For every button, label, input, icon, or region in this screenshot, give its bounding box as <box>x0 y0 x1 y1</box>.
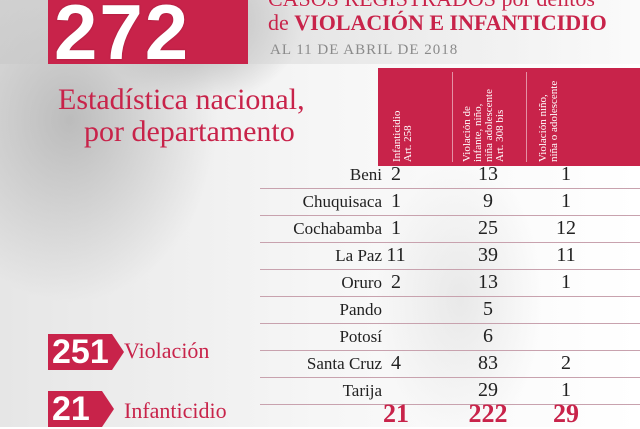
title-line-2-bold: VIOLACIÓN E INFANTICIDIO <box>294 10 607 35</box>
violacion-nna-value: 11 <box>556 244 576 266</box>
department-name: Beni <box>349 165 382 184</box>
subtitle-line-1: Estadística nacional, <box>58 83 305 116</box>
violacion-infante-value: 13 <box>478 163 498 185</box>
department-name: Pando <box>339 300 383 319</box>
column-header-violacion-infante: Violación de infante, niño, niña adolesc… <box>461 68 506 166</box>
violacion-infante-value: 29 <box>478 379 498 401</box>
violacion-label: Violación <box>124 338 210 363</box>
total-cases-number: 272 <box>54 0 191 64</box>
table-row: Tarija 29 1 <box>260 378 640 405</box>
column-header-violacion-nna-label: Violación niño, niña o adolescente <box>537 80 560 162</box>
infanticidio-value: 4 <box>391 352 401 374</box>
department-name: Santa Cruz <box>306 354 382 373</box>
column-header-violacion-infante-label: Violación de infante, niño, niña adolesc… <box>461 89 506 162</box>
violacion-infante-value: 5 <box>483 298 493 320</box>
violacion-infante-value: 83 <box>478 352 498 374</box>
table-row: Beni 2 13 1 <box>260 162 640 189</box>
column-header-infanticidio: Infanticidio Art. 258 <box>391 68 422 166</box>
total-infanticidio: 21 <box>383 399 409 428</box>
violacion-infante-value: 25 <box>478 217 498 239</box>
total-cases-block: 272 <box>48 0 248 64</box>
title-date: AL 11 DE ABRIL DE 2018 <box>270 42 459 58</box>
total-violacion-infante: 222 <box>468 399 508 428</box>
column-header-block <box>378 68 640 166</box>
infanticidio-count-badge: 21 <box>48 391 102 427</box>
infanticidio-value: 1 <box>391 190 401 212</box>
table-row: Potosí 6 <box>260 324 640 351</box>
infanticidio-label: Infanticidio <box>124 398 227 423</box>
violacion-nna-value: 2 <box>561 352 571 374</box>
table-row: Chuquisaca 1 9 1 <box>260 189 640 216</box>
department-name: Oruro <box>341 273 382 292</box>
violacion-infante-value: 13 <box>478 271 498 293</box>
violacion-infante-value: 9 <box>483 190 493 212</box>
title-line-1: CASOS REGISTRADOS por delitos <box>268 0 640 12</box>
table-row: Pando 5 <box>260 297 640 324</box>
title-line-2: de VIOLACIÓN E INFANTICIDIO <box>268 10 640 36</box>
infanticidio-badge-tail <box>102 391 114 427</box>
infanticidio-value: 2 <box>391 163 401 185</box>
table-row: Cochabamba 1 25 12 <box>260 216 640 243</box>
subtitle: Estadística nacional, por departamento <box>58 84 358 148</box>
infanticidio-value: 11 <box>386 244 406 266</box>
violacion-nna-value: 1 <box>561 163 571 185</box>
totals-row: 21 222 29 <box>260 397 640 428</box>
column-header-divider <box>526 72 527 162</box>
table-row: La Paz 11 39 11 <box>260 243 640 270</box>
table-row: Santa Cruz 4 83 2 <box>260 351 640 378</box>
department-name: Potosí <box>339 327 382 346</box>
infanticidio-value: 1 <box>391 217 401 239</box>
subtitle-line-2: por departamento <box>84 115 295 148</box>
department-table: Beni 2 13 1 Chuquisaca 1 9 1 Cochabamba … <box>260 162 640 405</box>
department-name: Chuquisaca <box>302 192 382 211</box>
violacion-infante-value: 6 <box>483 325 493 347</box>
column-header-divider <box>452 72 453 162</box>
column-header-infanticidio-label: Infanticidio Art. 258 <box>391 110 414 162</box>
department-name: La Paz <box>335 246 382 265</box>
violacion-nna-value: 1 <box>561 190 571 212</box>
total-violacion-nna: 29 <box>553 399 579 428</box>
violacion-infante-value: 39 <box>478 244 498 266</box>
infanticidio-value: 2 <box>391 271 401 293</box>
violacion-nna-value: 12 <box>556 217 576 239</box>
violacion-nna-value: 1 <box>561 271 571 293</box>
violacion-badge-tail <box>112 334 124 370</box>
table-row: Oruro 2 13 1 <box>260 270 640 297</box>
violacion-nna-value: 1 <box>561 379 571 401</box>
department-name: Cochabamba <box>293 219 382 238</box>
column-header-violacion-nna: Violación niño, niña o adolescente <box>537 68 568 166</box>
violacion-count-badge: 251 <box>48 334 112 370</box>
title-line-2-prefix: de <box>268 10 295 35</box>
department-name: Tarija <box>342 381 382 400</box>
